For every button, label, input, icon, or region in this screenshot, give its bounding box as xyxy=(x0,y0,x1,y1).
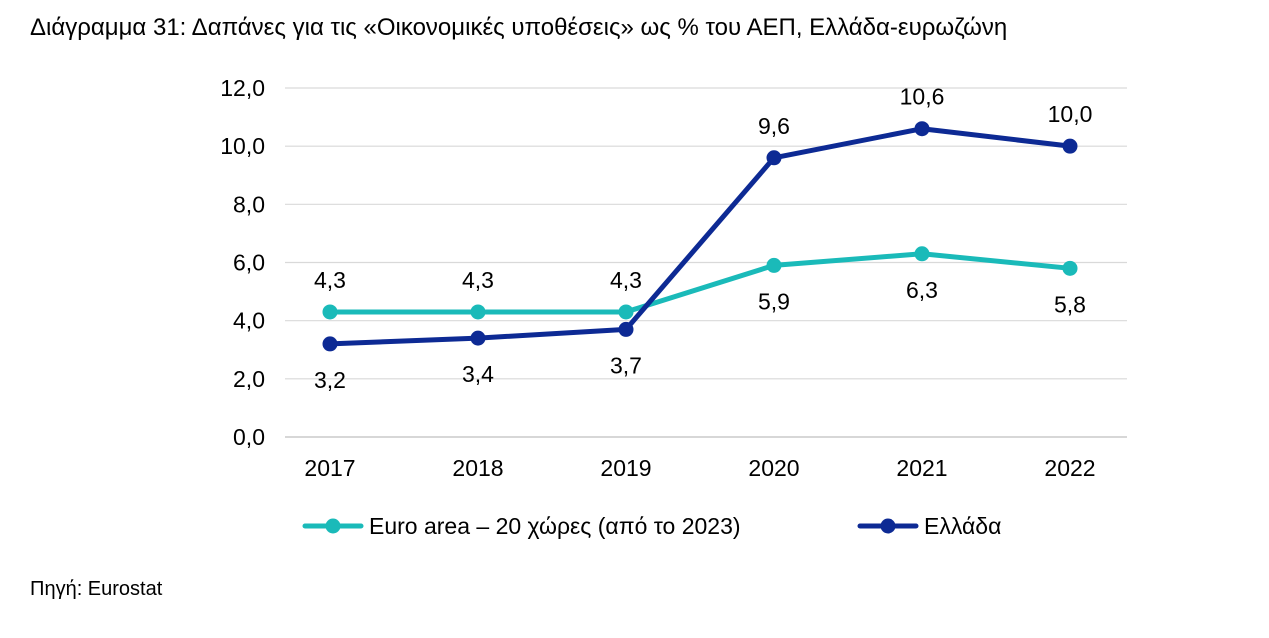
y-axis-ticks: 0,0 2,0 4,0 6,0 8,0 10,0 12,0 xyxy=(220,75,265,450)
chart-title: Διάγραμμα 31: Δαπάνες για τις «Οικονομικ… xyxy=(30,14,1008,41)
data-point xyxy=(470,304,486,320)
data-point xyxy=(322,336,338,352)
x-tick-label: 2021 xyxy=(896,455,947,481)
data-point xyxy=(766,150,782,166)
y-tick-label: 6,0 xyxy=(233,250,265,276)
y-tick-label: 0,0 xyxy=(233,424,265,450)
legend-swatch-marker xyxy=(325,518,341,534)
data-point xyxy=(618,321,634,337)
legend-entry: Euro area – 20 χώρες (από το 2023) xyxy=(369,513,741,539)
y-tick-label: 12,0 xyxy=(220,75,265,101)
data-point xyxy=(1062,138,1078,154)
data-label: 6,3 xyxy=(906,277,938,303)
y-tick-label: 8,0 xyxy=(233,191,265,217)
data-point xyxy=(914,121,930,137)
y-tick-label: 2,0 xyxy=(233,366,265,392)
source-note: Πηγή: Eurostat xyxy=(30,578,163,600)
x-tick-label: 2022 xyxy=(1044,455,1095,481)
series-line-0 xyxy=(327,251,1073,315)
data-point xyxy=(470,330,486,346)
x-tick-label: 2019 xyxy=(600,455,651,481)
legend-swatch-marker xyxy=(880,518,896,534)
series-line-1 xyxy=(327,126,1073,347)
y-tick-label: 10,0 xyxy=(220,133,265,159)
data-label: 4,3 xyxy=(462,267,494,293)
data-label: 4,3 xyxy=(314,267,346,293)
series-lines xyxy=(322,121,1078,352)
data-label: 5,9 xyxy=(758,288,790,314)
legend: Euro area – 20 χώρες (από το 2023) Ελλάδα xyxy=(302,513,1001,539)
data-point xyxy=(618,304,634,320)
data-label: 3,2 xyxy=(314,367,346,393)
data-point xyxy=(1062,260,1078,276)
data-label: 10,6 xyxy=(900,84,945,110)
data-label: 3,4 xyxy=(462,361,494,387)
data-point xyxy=(914,246,930,262)
data-label: 9,6 xyxy=(758,113,790,139)
data-label: 5,8 xyxy=(1054,291,1086,317)
legend-entry: Ελλάδα xyxy=(924,513,1001,539)
data-label: 3,7 xyxy=(610,352,642,378)
gridlines xyxy=(285,87,1127,438)
data-labels: 4,3 4,3 4,3 5,9 6,3 5,8 3,2 3,4 3,7 9,6 10,6 10,0 xyxy=(314,84,1092,393)
x-tick-label: 2017 xyxy=(304,455,355,481)
data-point xyxy=(766,257,782,273)
x-tick-label: 2018 xyxy=(452,455,503,481)
data-label: 4,3 xyxy=(610,267,642,293)
x-axis-ticks: 2017 2018 2019 2020 2021 2022 xyxy=(304,455,1095,481)
data-label: 10,0 xyxy=(1048,101,1093,127)
data-point xyxy=(322,304,338,320)
x-tick-label: 2020 xyxy=(748,455,799,481)
y-tick-label: 4,0 xyxy=(233,308,265,334)
